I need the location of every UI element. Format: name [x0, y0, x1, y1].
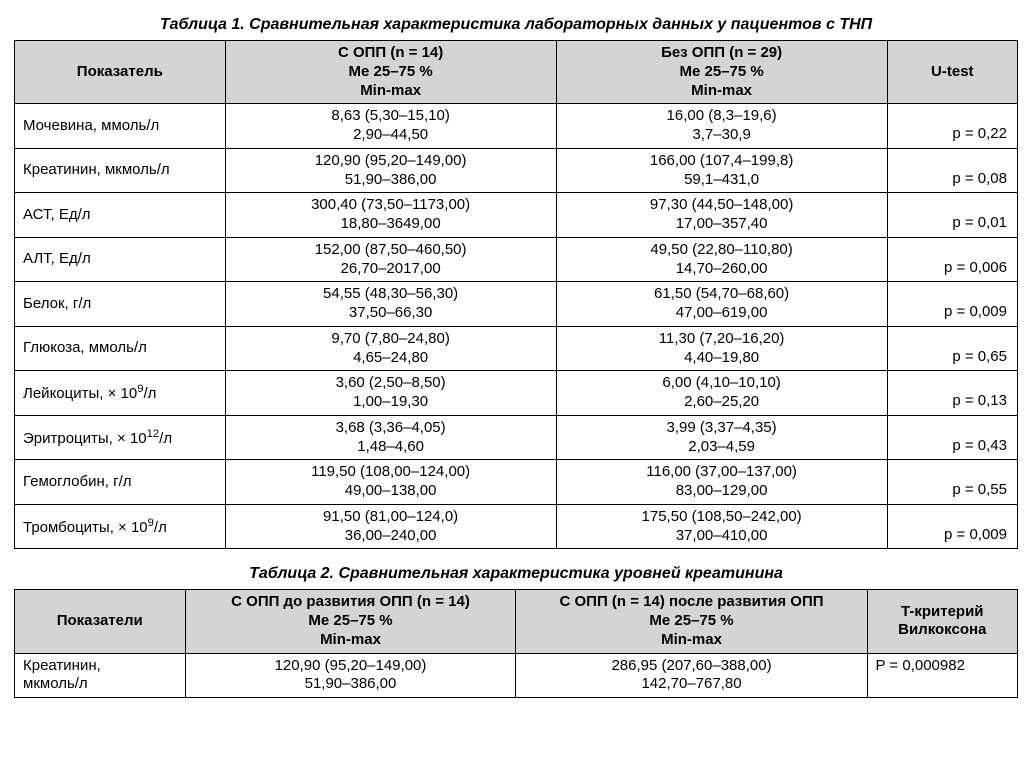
- table-row: Эритроциты, × 1012/л3,68 (3,36–4,05)1,48…: [15, 415, 1018, 460]
- param-cell: Мочевина, ммоль/л: [15, 104, 226, 149]
- utest-cell: p = 0,009: [887, 282, 1017, 327]
- table-row: Креатинин, мкмоль/л120,90 (95,20–149,00)…: [15, 148, 1018, 193]
- table-row: Глюкоза, ммоль/л9,70 (7,80–24,80)4,65–24…: [15, 326, 1018, 371]
- table-row: Гемоглобин, г/л119,50 (108,00–124,00)49,…: [15, 460, 1018, 505]
- group2-cell: 175,50 (108,50–242,00)37,00–410,00: [556, 504, 887, 549]
- group1-cell: 91,50 (81,00–124,0)36,00–240,00: [225, 504, 556, 549]
- table-row: Креатинин,мкмоль/л120,90 (95,20–149,00)5…: [15, 653, 1018, 698]
- param-cell: АСТ, Ед/л: [15, 193, 226, 238]
- table1-caption: Таблица 1. Сравнительная характеристика …: [14, 16, 1018, 34]
- group2-cell: 16,00 (8,3–19,6)3,7–30,9: [556, 104, 887, 149]
- table-row: АСТ, Ед/л300,40 (73,50–1173,00)18,80–364…: [15, 193, 1018, 238]
- col-param: Показатель: [15, 41, 226, 104]
- group2-cell: 97,30 (44,50–148,00)17,00–357,40: [556, 193, 887, 238]
- col2-group2: С ОПП (n = 14) после развития ОПП Me 25–…: [516, 590, 867, 653]
- group1-cell: 8,63 (5,30–15,10)2,90–44,50: [225, 104, 556, 149]
- group2-cell: 49,50 (22,80–110,80)14,70–260,00: [556, 237, 887, 282]
- utest-cell: p = 0,43: [887, 415, 1017, 460]
- param-cell: Креатинин, мкмоль/л: [15, 148, 226, 193]
- group2-cell: 3,99 (3,37–4,35)2,03–4,59: [556, 415, 887, 460]
- table-row: Тромбоциты, × 109/л91,50 (81,00–124,0)36…: [15, 504, 1018, 549]
- param-cell: АЛТ, Ед/л: [15, 237, 226, 282]
- col-group2: Без ОПП (n = 29) Me 25–75 % Min-max: [556, 41, 887, 104]
- table-row: Лейкоциты, × 109/л3,60 (2,50–8,50)1,00–1…: [15, 371, 1018, 416]
- table2: Показатели С ОПП до развития ОПП (n = 14…: [14, 589, 1018, 698]
- col-group1: С ОПП (n = 14) Me 25–75 % Min-max: [225, 41, 556, 104]
- utest-cell: p = 0,006: [887, 237, 1017, 282]
- param-cell: Гемоглобин, г/л: [15, 460, 226, 505]
- param-cell: Лейкоциты, × 109/л: [15, 371, 226, 416]
- group1-cell: 300,40 (73,50–1173,00)18,80–3649,00: [225, 193, 556, 238]
- utest-cell: p = 0,13: [887, 371, 1017, 416]
- utest-cell: p = 0,55: [887, 460, 1017, 505]
- group1-cell: 119,50 (108,00–124,00)49,00–138,00: [225, 460, 556, 505]
- table1-header-row: Показатель С ОПП (n = 14) Me 25–75 % Min…: [15, 41, 1018, 104]
- table2-header-row: Показатели С ОПП до развития ОПП (n = 14…: [15, 590, 1018, 653]
- table-row: Мочевина, ммоль/л8,63 (5,30–15,10)2,90–4…: [15, 104, 1018, 149]
- group2-cell: 61,50 (54,70–68,60)47,00–619,00: [556, 282, 887, 327]
- table2-caption: Таблица 2. Сравнительная характеристика …: [14, 565, 1018, 583]
- group2-cell: 11,30 (7,20–16,20)4,40–19,80: [556, 326, 887, 371]
- group1-cell: 3,60 (2,50–8,50)1,00–19,30: [225, 371, 556, 416]
- table-row: АЛТ, Ед/л152,00 (87,50–460,50)26,70–2017…: [15, 237, 1018, 282]
- param-cell: Белок, г/л: [15, 282, 226, 327]
- utest-cell: p = 0,22: [887, 104, 1017, 149]
- group1-cell: 120,90 (95,20–149,00)51,90–386,00: [225, 148, 556, 193]
- group2-cell: 116,00 (37,00–137,00)83,00–129,00: [556, 460, 887, 505]
- group1-cell: 3,68 (3,36–4,05)1,48–4,60: [225, 415, 556, 460]
- param-cell: Глюкоза, ммоль/л: [15, 326, 226, 371]
- param-cell: Тромбоциты, × 109/л: [15, 504, 226, 549]
- param-cell: Эритроциты, × 1012/л: [15, 415, 226, 460]
- group1-cell: 54,55 (48,30–56,30)37,50–66,30: [225, 282, 556, 327]
- group1-cell: 9,70 (7,80–24,80)4,65–24,80: [225, 326, 556, 371]
- param-cell: Креатинин,мкмоль/л: [15, 653, 186, 698]
- table1: Показатель С ОПП (n = 14) Me 25–75 % Min…: [14, 40, 1018, 549]
- utest-cell: p = 0,01: [887, 193, 1017, 238]
- col2-group1: С ОПП до развития ОПП (n = 14) Me 25–75 …: [185, 590, 516, 653]
- group2-cell: 166,00 (107,4–199,8)59,1–431,0: [556, 148, 887, 193]
- table-row: Белок, г/л54,55 (48,30–56,30)37,50–66,30…: [15, 282, 1018, 327]
- col2-test: T-критерий Вилкоксона: [867, 590, 1017, 653]
- col2-param: Показатели: [15, 590, 186, 653]
- col-utest: U-test: [887, 41, 1017, 104]
- test-cell: P = 0,000982: [867, 653, 1017, 698]
- utest-cell: p = 0,08: [887, 148, 1017, 193]
- utest-cell: p = 0,009: [887, 504, 1017, 549]
- utest-cell: p = 0,65: [887, 326, 1017, 371]
- group1-cell: 152,00 (87,50–460,50)26,70–2017,00: [225, 237, 556, 282]
- group2-cell: 6,00 (4,10–10,10)2,60–25,20: [556, 371, 887, 416]
- group1-cell: 120,90 (95,20–149,00)51,90–386,00: [185, 653, 516, 698]
- group2-cell: 286,95 (207,60–388,00)142,70–767,80: [516, 653, 867, 698]
